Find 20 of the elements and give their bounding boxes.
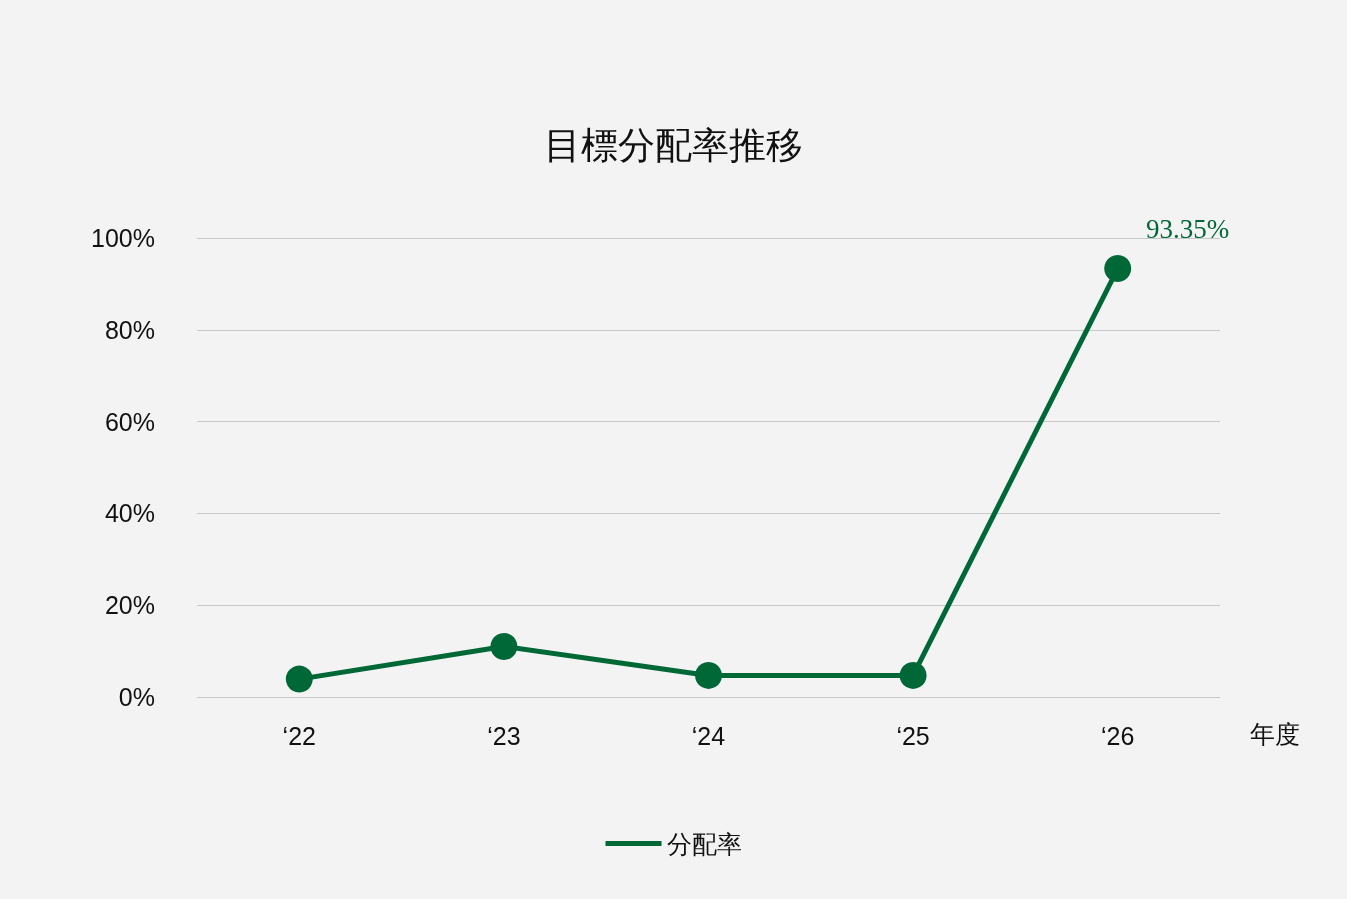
y-tick-label: 20% <box>104 591 155 620</box>
legend-label: 分配率 <box>666 829 742 858</box>
y-tick-label: 0% <box>118 683 155 711</box>
point <box>1104 255 1132 283</box>
x-tick-label: ‘22 <box>282 721 316 750</box>
point <box>490 633 518 660</box>
y-tick-label: 80% <box>104 315 155 344</box>
x-tick-label: ‘23 <box>487 721 521 750</box>
x-axis-title: 年度 <box>1250 719 1300 748</box>
x-tick-label: ‘25 <box>896 721 930 750</box>
x-tick-label: ‘24 <box>691 721 726 750</box>
x-tick-label: ‘26 <box>1101 721 1135 750</box>
point <box>695 661 722 689</box>
point <box>285 665 313 693</box>
chart-title: 目標分配率推移 <box>544 125 803 166</box>
data-label: 93.35% <box>1146 213 1230 244</box>
y-tick-label: 60% <box>104 407 155 436</box>
y-tick-label: 40% <box>104 499 155 528</box>
y-tick-label: 100% <box>91 224 155 252</box>
point <box>899 661 927 689</box>
